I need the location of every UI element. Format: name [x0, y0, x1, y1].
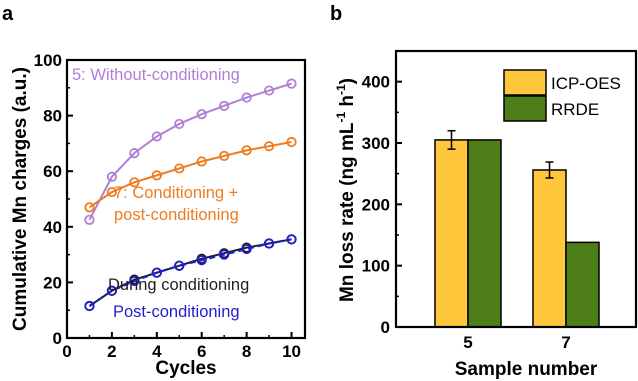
data-point-3: [106, 285, 118, 296]
bar-icp-oes-5: [434, 139, 469, 328]
panel-label-b: b: [330, 3, 342, 25]
bar-rrde-7: [565, 241, 600, 328]
y-axis-title-b: Mn loss rate (ng mL-1 h-1): [334, 78, 358, 302]
y-tick-label: 40: [43, 218, 62, 237]
series-line-2: [88, 238, 292, 307]
x-axis-title: Cycles: [155, 358, 216, 379]
data-point-0: [174, 118, 185, 130]
data-point-3: [263, 238, 275, 249]
data-point-3: [129, 275, 140, 287]
data-point-0: [286, 78, 297, 89]
y-tick-label-b: 200: [362, 195, 390, 214]
y-tick-label-b: 0: [381, 318, 390, 337]
x-tick-label: 4: [152, 342, 162, 361]
series-line-3: [88, 238, 292, 307]
x-tick-label-b: 5: [463, 333, 472, 352]
data-point-0: [241, 92, 252, 103]
data-point-1: [174, 163, 185, 174]
y-tick-label: 20: [43, 273, 62, 292]
x-tick-label: 8: [242, 342, 251, 361]
y-tick-label: 60: [43, 162, 62, 181]
data-point-1: [219, 150, 230, 162]
legend-swatch-icp-oes: [503, 69, 547, 96]
panel-label-a: a: [2, 3, 14, 25]
series-label-post-conditioning: Post-conditioning: [113, 303, 240, 321]
series-label-conditioning-line1: 7: Conditioning +: [114, 184, 238, 202]
data-point-0: [129, 148, 140, 159]
y-axis-title: Cumulative Mn charges (a.u.): [10, 67, 31, 331]
data-point-3: [174, 260, 185, 271]
data-point-1: [129, 177, 140, 188]
data-point-1: [196, 156, 207, 167]
data-point-0: [151, 131, 162, 142]
data-point-3: [286, 234, 297, 245]
plot-frame: [65, 58, 307, 340]
data-point-3: [219, 249, 230, 260]
legend-label-icp-oes: ICP-OES: [551, 74, 621, 93]
data-point-1: [106, 186, 118, 198]
data-point-3: [196, 255, 207, 266]
legend-swatch-rrde: [503, 95, 547, 122]
x-tick-label: 10: [282, 342, 301, 361]
data-point-1: [241, 145, 252, 156]
y-tick-label: 80: [43, 107, 62, 126]
series-line-1: [88, 141, 292, 209]
data-point-3: [84, 300, 95, 312]
x-axis-title-b: Sample number: [455, 359, 598, 380]
series-label-during-conditioning: During conditioning: [108, 276, 249, 294]
data-point-1: [263, 141, 275, 152]
series-line-0: [88, 82, 292, 221]
data-point-3: [241, 243, 252, 255]
series-label-without-conditioning: 5: Without-conditioning: [72, 66, 240, 84]
data-point-0: [219, 100, 230, 111]
x-tick-label: 2: [107, 342, 116, 361]
data-point-1: [84, 202, 95, 213]
data-point-0: [106, 171, 118, 182]
bar-chart-panel: 0 100 200 300 400 5 7 ICP-OES RRDE Sample numb…: [334, 49, 638, 380]
legend-label-rrde: RRDE: [551, 100, 599, 119]
data-point-1: [286, 136, 297, 148]
y-tick-label-b: 400: [362, 73, 390, 92]
legend: ICP-OES RRDE: [503, 69, 621, 122]
series-label-conditioning-line2: post-conditioning: [114, 206, 239, 224]
bar-icp-oes-7: [532, 169, 567, 328]
data-point-0: [196, 109, 207, 120]
y-tick-label-b: 100: [362, 257, 390, 276]
x-tick-label: 6: [197, 342, 206, 361]
data-point-3: [151, 267, 162, 278]
plot-frame-b: [394, 49, 638, 329]
data-point-0: [84, 214, 95, 225]
data-point-0: [263, 85, 275, 96]
y-tick-label-b: 300: [362, 134, 390, 153]
y-tick-label: 0: [53, 329, 62, 348]
y-tick-label: 100: [34, 51, 62, 70]
x-tick-label: 0: [62, 342, 71, 361]
bar-rrde-5: [467, 139, 502, 328]
x-tick-label-b: 7: [561, 333, 570, 352]
data-point-1: [151, 170, 162, 181]
